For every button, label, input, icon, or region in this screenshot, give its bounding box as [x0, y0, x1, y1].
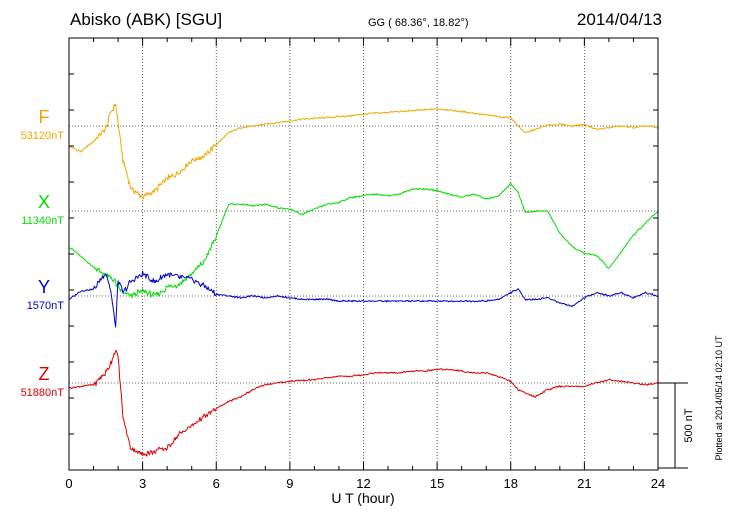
x-axis-label: U T (hour) — [331, 490, 394, 506]
series-labels: F 53120nT X 11340nT Y 1570nT Z 51880nT — [21, 107, 65, 399]
x-axis: 0 3 6 9 12 15 18 21 24 — [65, 37, 665, 491]
scale-bar: 500 nT — [658, 382, 695, 469]
scale-bar-label: 500 nT — [683, 408, 695, 443]
series-baseline-label: 11340nT — [21, 215, 64, 227]
series-name-x: X — [38, 192, 50, 212]
x-tick-label: 6 — [213, 476, 220, 491]
plotted-at-note: Plotted at 2014/05/14 02:10 UT — [714, 335, 724, 461]
station-title: Abisko (ABK) [SGU] — [70, 10, 223, 29]
x-tick-label: 15 — [430, 476, 444, 491]
series-name-y: Y — [38, 277, 50, 297]
x-tick-label: 24 — [651, 476, 665, 491]
grid — [69, 38, 658, 470]
x-tick-label: 3 — [139, 476, 146, 491]
series-line-y — [68, 270, 658, 328]
series-name-z: Z — [39, 364, 50, 384]
series-baseline-label: 51880nT — [21, 387, 65, 399]
x-tick-label: 0 — [65, 476, 72, 491]
series-layer — [68, 103, 659, 457]
series-line-z — [68, 349, 658, 457]
date-label: 2014/04/13 — [576, 10, 662, 29]
series-line-f — [68, 103, 659, 200]
x-tick-label: 9 — [286, 476, 293, 491]
x-tick-label: 12 — [356, 476, 370, 491]
station-coordinates: GG ( 68.36°, 18.82°) — [368, 17, 469, 29]
x-tick-label: 21 — [577, 476, 591, 491]
x-tick-label: 18 — [504, 476, 518, 491]
series-baseline-label: 53120nT — [21, 130, 65, 142]
series-baseline-label: 1570nT — [27, 300, 65, 312]
series-name-f: F — [39, 107, 50, 127]
series-line-x — [68, 182, 659, 299]
